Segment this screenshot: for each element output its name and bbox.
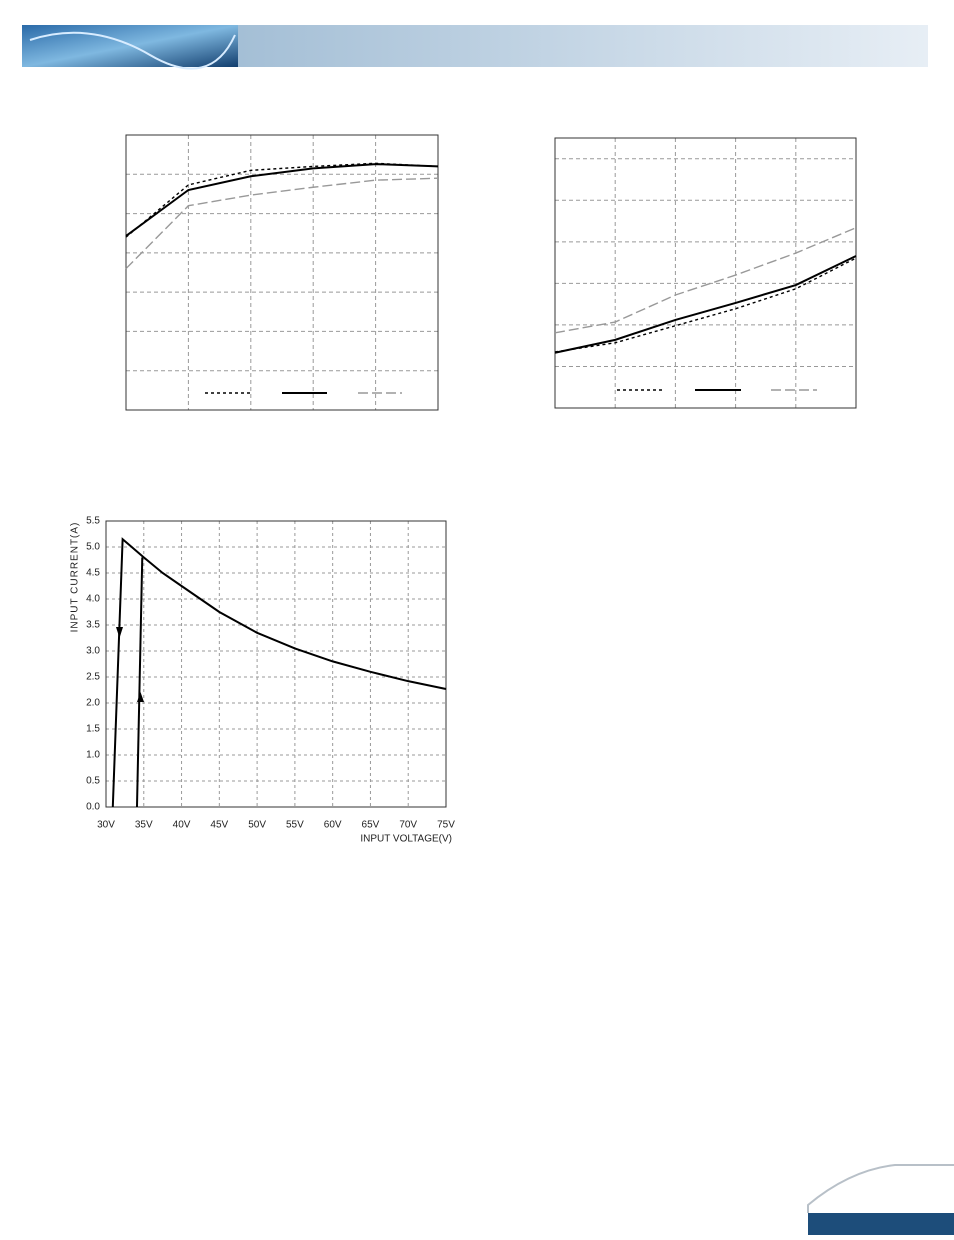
charts: 0.0 0.5 1.0 1.5 2.0 2.5 3.0 3.5 4.0 4.5 5.0 5.5 30V 3… [86,134,857,831]
header-image [22,25,238,67]
y-tick-label: 0.5 [86,776,100,787]
y-tick-label: 2.0 [86,698,100,709]
y-tick-label: 0.0 [86,802,100,813]
x-tick-label: 30V [97,820,115,831]
y-tick-label: 4.0 [86,594,100,605]
footer-bar [808,1213,954,1235]
data-line [111,537,447,808]
y-tick-label: 5.5 [86,516,100,527]
y-tick-label: 3.0 [86,646,100,657]
footer-curve [807,1164,954,1213]
data-line [125,177,439,270]
y-tick-label: 5.0 [86,542,100,553]
header-decoration [29,31,236,70]
x-tick-label: 70V [399,820,417,831]
direction-arrow [116,627,123,638]
plot-frame [554,137,857,409]
x-tick-label: 45V [210,820,228,831]
y-tick-label: 1.0 [86,750,100,761]
y-tick-label: 1.5 [86,724,100,735]
data-line [125,162,439,238]
y-tick-label: 3.5 [86,620,100,631]
y-tick-label: 2.5 [86,672,100,683]
x-tick-label: 40V [173,820,191,831]
data-line [135,557,144,808]
y-tick-label: 4.5 [86,568,100,579]
x-tick-label: 35V [135,820,153,831]
plot-frame [125,134,439,411]
x-axis-label: INPUT VOLTAGE(V) [360,834,452,845]
x-tick-label: 55V [286,820,304,831]
direction-arrow [137,692,144,702]
x-tick-label: 60V [324,820,342,831]
plot-frame [105,520,447,808]
y-axis-label: INPUT CURRENT(A) [70,522,81,633]
data-line [554,227,857,334]
x-tick-label: 65V [362,820,380,831]
x-tick-label: 50V [248,820,266,831]
data-line [554,255,857,354]
data-line [554,257,857,353]
data-line [125,163,439,237]
x-tick-label: 75V [437,820,455,831]
